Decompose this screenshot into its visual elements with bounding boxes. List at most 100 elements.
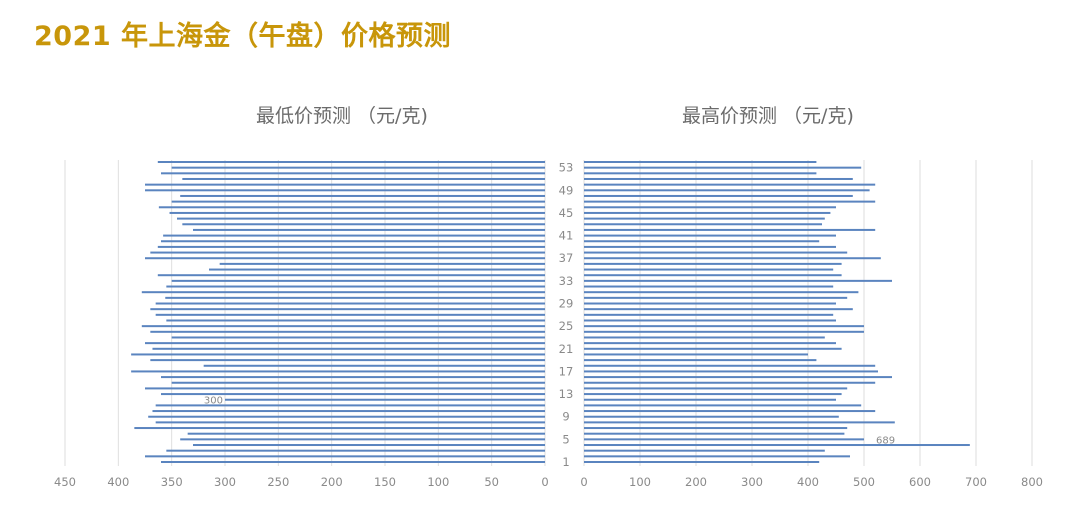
- left-bar: [161, 240, 545, 243]
- category-label: 25: [559, 319, 574, 333]
- right-x-tick-label: 200: [685, 475, 707, 489]
- left-bar: [180, 438, 545, 441]
- right-bar: [584, 353, 808, 356]
- category-label: 17: [559, 364, 574, 378]
- left-bar: [145, 342, 545, 345]
- right-bar: [584, 319, 836, 322]
- right-bar: [584, 387, 848, 390]
- left-x-tick-label: 450: [54, 475, 76, 489]
- left-bar: [145, 183, 545, 186]
- left-bar: [171, 166, 545, 169]
- right-bar: [584, 234, 836, 237]
- right-x-tick-label: 700: [965, 475, 987, 489]
- category-label: 49: [559, 183, 574, 197]
- right-x-tick-label: 500: [853, 475, 875, 489]
- right-bar: [584, 262, 842, 265]
- category-label: 33: [559, 274, 574, 288]
- category-label: 53: [559, 161, 574, 175]
- right-bar: [584, 274, 842, 277]
- right-bar: [584, 296, 848, 299]
- left-bar: [145, 455, 545, 458]
- right-bar: [584, 268, 834, 271]
- right-bar: [584, 415, 839, 418]
- right-bar: [584, 228, 876, 231]
- right-bar: [584, 200, 876, 203]
- left-bar: [145, 189, 545, 192]
- left-bar: [150, 251, 546, 254]
- right-bar: [584, 183, 876, 186]
- right-bar: [584, 325, 864, 328]
- left-bar: [155, 313, 545, 316]
- right-bar: [584, 336, 825, 339]
- right-bar: [584, 177, 853, 180]
- left-bar: [163, 234, 545, 237]
- left-bar: [145, 387, 545, 390]
- right-bar: [584, 398, 836, 401]
- left-bar: [150, 308, 546, 311]
- left-x-tick-label: 250: [267, 475, 289, 489]
- right-bar: [584, 461, 820, 463]
- right-bar: [584, 161, 817, 163]
- left-bar: [157, 161, 546, 163]
- left-x-tick-label: 300: [214, 475, 236, 489]
- right-bar: [584, 376, 892, 379]
- right-x-tick-label: 100: [629, 475, 651, 489]
- right-bar: [584, 194, 853, 197]
- right-x-tick-label: 400: [797, 475, 819, 489]
- category-label: 45: [559, 206, 574, 220]
- left-x-tick-label: 400: [107, 475, 129, 489]
- page-title: 2021 年上海金（午盘）价格预测: [34, 21, 452, 52]
- left-bar: [134, 427, 546, 430]
- right-bar: [584, 223, 822, 226]
- right-bar: [584, 245, 836, 248]
- right-bar: [584, 410, 876, 413]
- left-bar: [141, 325, 546, 328]
- right-bar: [584, 240, 820, 243]
- category-label: 9: [562, 410, 569, 424]
- left-bar: [161, 461, 545, 463]
- right-bar: [584, 172, 817, 175]
- right-bar: [584, 449, 825, 452]
- left-bar: [182, 177, 546, 180]
- right-bar: [584, 257, 881, 260]
- left-bar: [150, 359, 546, 362]
- left-x-tick-label: 100: [427, 475, 449, 489]
- left-x-tick-label: 200: [321, 475, 343, 489]
- left-bar: [152, 347, 545, 350]
- right-bar: [584, 393, 842, 396]
- left-bar: [177, 217, 545, 220]
- right-bar: [584, 189, 870, 192]
- left-bar: [131, 370, 545, 373]
- left-bar: [171, 336, 545, 339]
- category-label: 1: [562, 455, 569, 469]
- right-bar: [584, 308, 853, 311]
- left-bar: [155, 421, 545, 424]
- right-bar: [584, 279, 892, 282]
- right-bar: [584, 444, 970, 447]
- left-chart-title: 最低价预测 （元/克): [256, 105, 428, 127]
- left-bar: [158, 206, 545, 209]
- right-x-tick-label: 600: [909, 475, 931, 489]
- category-label: 37: [559, 251, 574, 265]
- right-bar: [584, 166, 862, 169]
- right-bar: [584, 347, 842, 350]
- right-x-tick-label: 800: [1021, 475, 1043, 489]
- left-bar: [182, 223, 546, 226]
- left-bar: [150, 330, 546, 333]
- right-data-label: 689: [876, 435, 895, 446]
- left-bar: [225, 398, 545, 401]
- left-bar: [187, 432, 545, 435]
- left-bar: [169, 211, 546, 214]
- right-bar: [584, 330, 864, 333]
- left-bar: [131, 353, 545, 356]
- category-label: 29: [559, 297, 574, 311]
- right-bar: [584, 291, 859, 294]
- right-bar: [584, 206, 836, 209]
- right-bar: [584, 251, 848, 254]
- left-bar: [171, 200, 545, 203]
- right-bar: [584, 342, 836, 345]
- left-bar: [148, 415, 545, 418]
- right-chart-title: 最高价预测 （元/克): [682, 105, 854, 127]
- left-bar: [157, 274, 546, 277]
